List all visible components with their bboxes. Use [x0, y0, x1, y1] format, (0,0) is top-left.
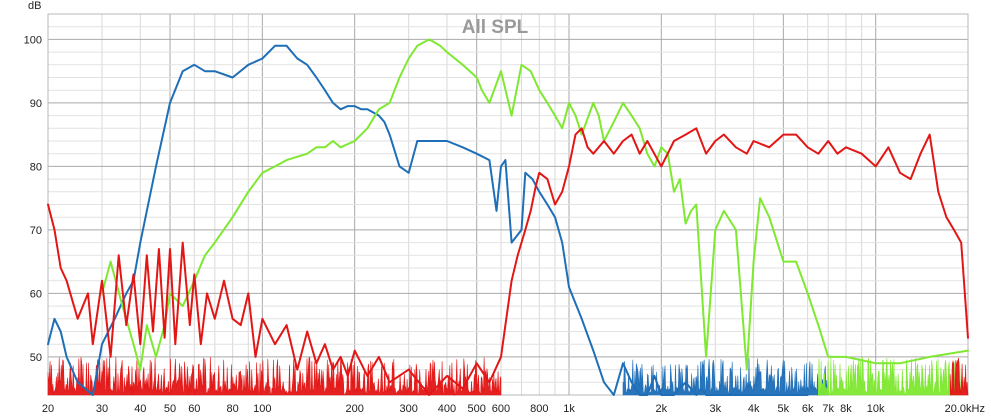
x-tick-label: 5k	[778, 403, 790, 415]
y-tick-label: 90	[30, 98, 42, 110]
x-tick-label: 40	[134, 403, 146, 415]
x-tick-label: 4k	[748, 403, 760, 415]
x-tick-label: 6k	[802, 403, 814, 415]
series-line-1	[47, 44, 809, 396]
x-tick-label: 600	[492, 403, 510, 415]
x-tick-label: 400	[438, 403, 456, 415]
noise-floor-fill	[949, 357, 969, 396]
x-tick-label: 20	[42, 403, 54, 415]
x-tick-label: 100	[253, 403, 271, 415]
series-line-3	[47, 127, 969, 396]
x-tick-label: 300	[399, 403, 417, 415]
x-tick-labels: 20 30 40 50 60 80 100 200 300 400 500 600 800 1k 2k 3k 4…	[42, 403, 985, 415]
series-line-2	[101, 38, 969, 371]
x-tick-label: 60	[188, 403, 200, 415]
x-tick-label: 30	[96, 403, 108, 415]
chart-title: All SPL	[462, 17, 529, 38]
x-tick-label: 7k	[822, 403, 834, 415]
noise-floor-fill	[622, 358, 829, 396]
y-tick-label: 80	[30, 161, 42, 173]
x-tick-label: 800	[530, 403, 548, 415]
y-tick-label: 50	[30, 352, 42, 364]
x-tick-label: 80	[227, 403, 239, 415]
x-tick-label: 200	[345, 403, 363, 415]
x-tick-label: 2k	[656, 403, 668, 415]
x-tick-label: 10k	[867, 403, 885, 415]
series-layer	[47, 38, 969, 396]
x-tick-label: 50	[164, 403, 176, 415]
y-axis-unit-label: dB	[28, 0, 41, 12]
y-tick-label: 100	[24, 34, 42, 46]
grid-layer	[48, 13, 968, 395]
noise-floor-fill	[47, 356, 502, 396]
y-tick-labels: 50 60 70 80 90 100	[24, 34, 42, 364]
x-tick-label: 1k	[563, 403, 575, 415]
y-tick-label: 60	[30, 288, 42, 300]
x-tick-label: 500	[468, 403, 486, 415]
x-tick-label: 20.0kHz	[945, 403, 985, 415]
noise-floor-fill	[818, 357, 962, 397]
x-tick-label: 8k	[840, 403, 852, 415]
x-tick-label: 3k	[710, 403, 722, 415]
noise-floor-layer	[47, 356, 969, 397]
y-tick-label: 70	[30, 225, 42, 237]
